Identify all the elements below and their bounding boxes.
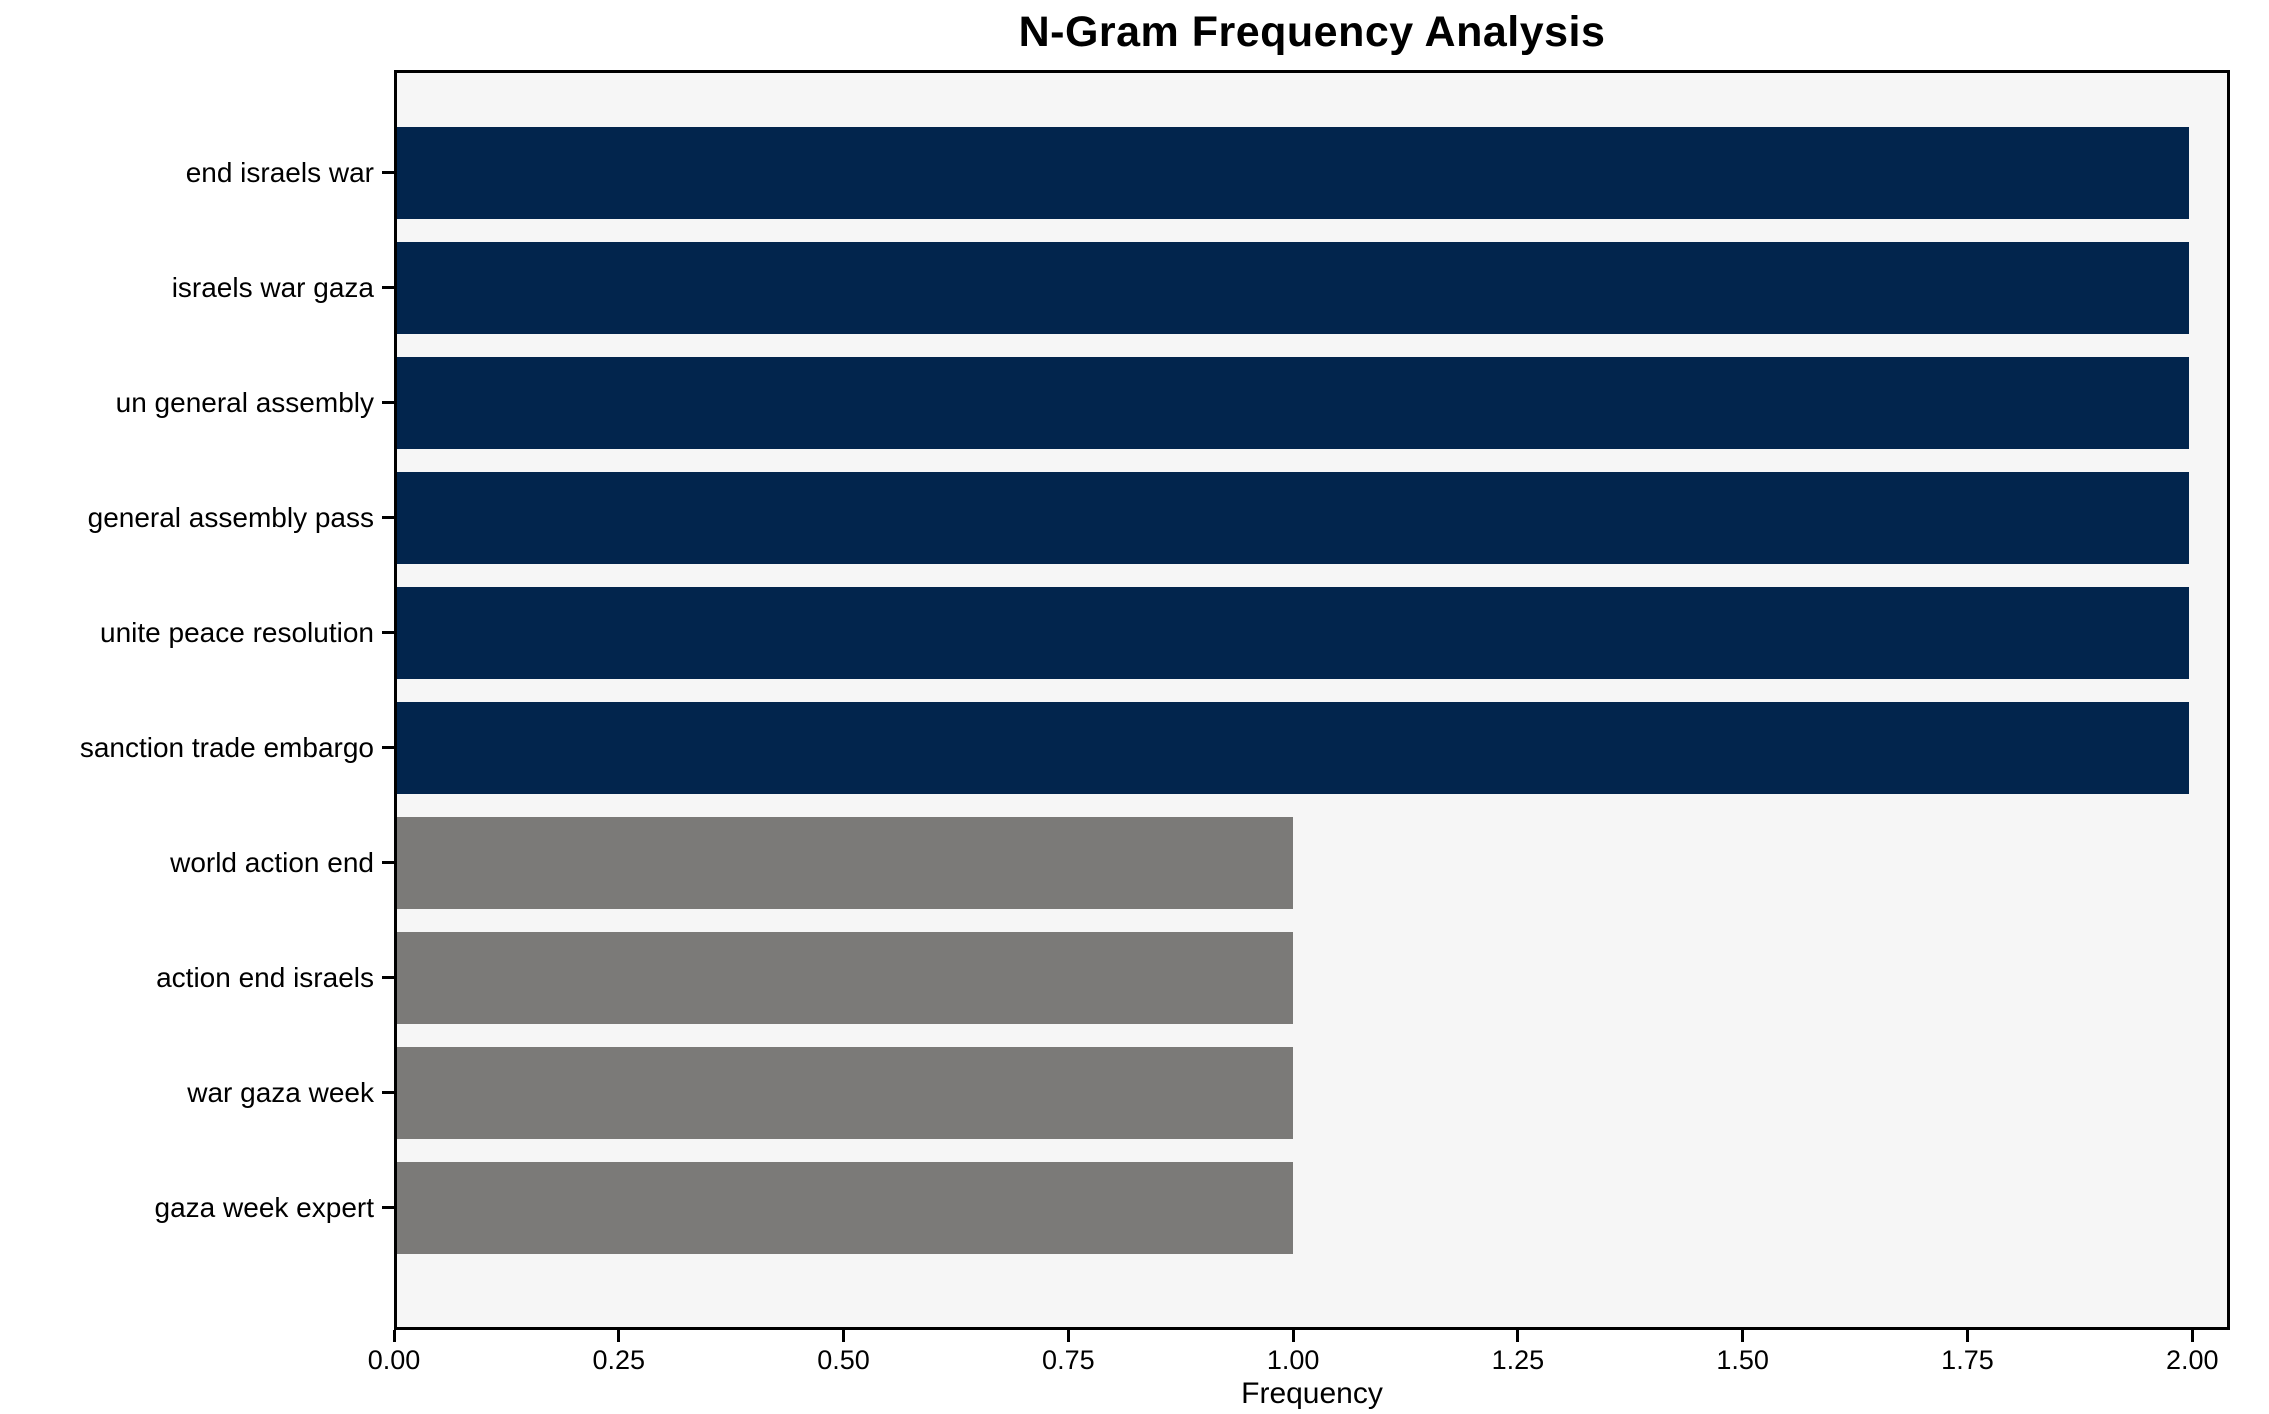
y-tick-mark-6 (382, 861, 394, 864)
x-tick-label-4: 1.00 (1266, 1345, 1320, 1375)
y-tick-label-3: general assembly pass (87, 501, 374, 533)
x-tick-label-7: 1.75 (1941, 1345, 1994, 1375)
bar-2 (397, 356, 2190, 449)
x-tick-mark-1 (617, 1330, 621, 1342)
y-tick-label-5: sanction trade embargo (79, 731, 374, 763)
x-tick-label-3: 0.75 (1042, 1345, 1095, 1375)
bar-5 (397, 701, 2190, 794)
y-tick-mark-5 (382, 746, 394, 749)
x-tick-label-8: 2.00 (2165, 1345, 2219, 1375)
y-tick-label-7: action end israels (156, 961, 374, 993)
y-tick-label-4: unite peace resolution (100, 616, 374, 648)
x-tick-mark-0 (392, 1330, 396, 1342)
y-tick-label-2: un general assembly (115, 386, 374, 418)
y-tick-label-0: end israels war (185, 156, 374, 188)
x-tick-mark-5 (1516, 1330, 1520, 1342)
x-tick-mark-6 (1741, 1330, 1745, 1342)
bar-1 (397, 241, 2190, 334)
bar-9 (397, 1161, 1294, 1254)
x-tick-label-2: 0.50 (817, 1345, 870, 1375)
y-tick-mark-9 (382, 1206, 394, 1209)
y-tick-label-1: israels war gaza (171, 271, 374, 303)
x-tick-mark-7 (1965, 1330, 1969, 1342)
y-tick-label-9: gaza week expert (154, 1191, 374, 1223)
y-tick-mark-1 (382, 286, 394, 289)
bar-4 (397, 586, 2190, 679)
bar-0 (397, 126, 2190, 219)
x-tick-mark-3 (1066, 1330, 1070, 1342)
x-tick-mark-2 (842, 1330, 846, 1342)
x-axis-label: Frequency (1241, 1377, 1383, 1410)
y-tick-mark-3 (382, 516, 394, 519)
y-tick-mark-0 (382, 171, 394, 174)
x-tick-mark-8 (2190, 1330, 2194, 1342)
x-tick-label-6: 1.50 (1716, 1345, 1769, 1375)
y-tick-mark-8 (382, 1091, 394, 1094)
y-tick-label-8: war gaza week (187, 1076, 374, 1108)
chart-title: N-Gram Frequency Analysis (1018, 8, 1606, 56)
y-tick-mark-4 (382, 631, 394, 634)
bar-3 (397, 471, 2190, 564)
x-tick-label-1: 0.25 (592, 1345, 646, 1375)
x-tick-label-0: 0.00 (367, 1345, 421, 1375)
plot-area (394, 70, 2230, 1330)
y-tick-label-6: world action end (170, 846, 374, 878)
bar-6 (397, 816, 1294, 909)
bar-8 (397, 1046, 1294, 1139)
y-tick-mark-7 (382, 976, 394, 979)
x-tick-mark-4 (1291, 1330, 1295, 1342)
y-tick-mark-2 (382, 401, 394, 404)
x-tick-label-5: 1.25 (1491, 1345, 1545, 1375)
bar-7 (397, 931, 1294, 1024)
